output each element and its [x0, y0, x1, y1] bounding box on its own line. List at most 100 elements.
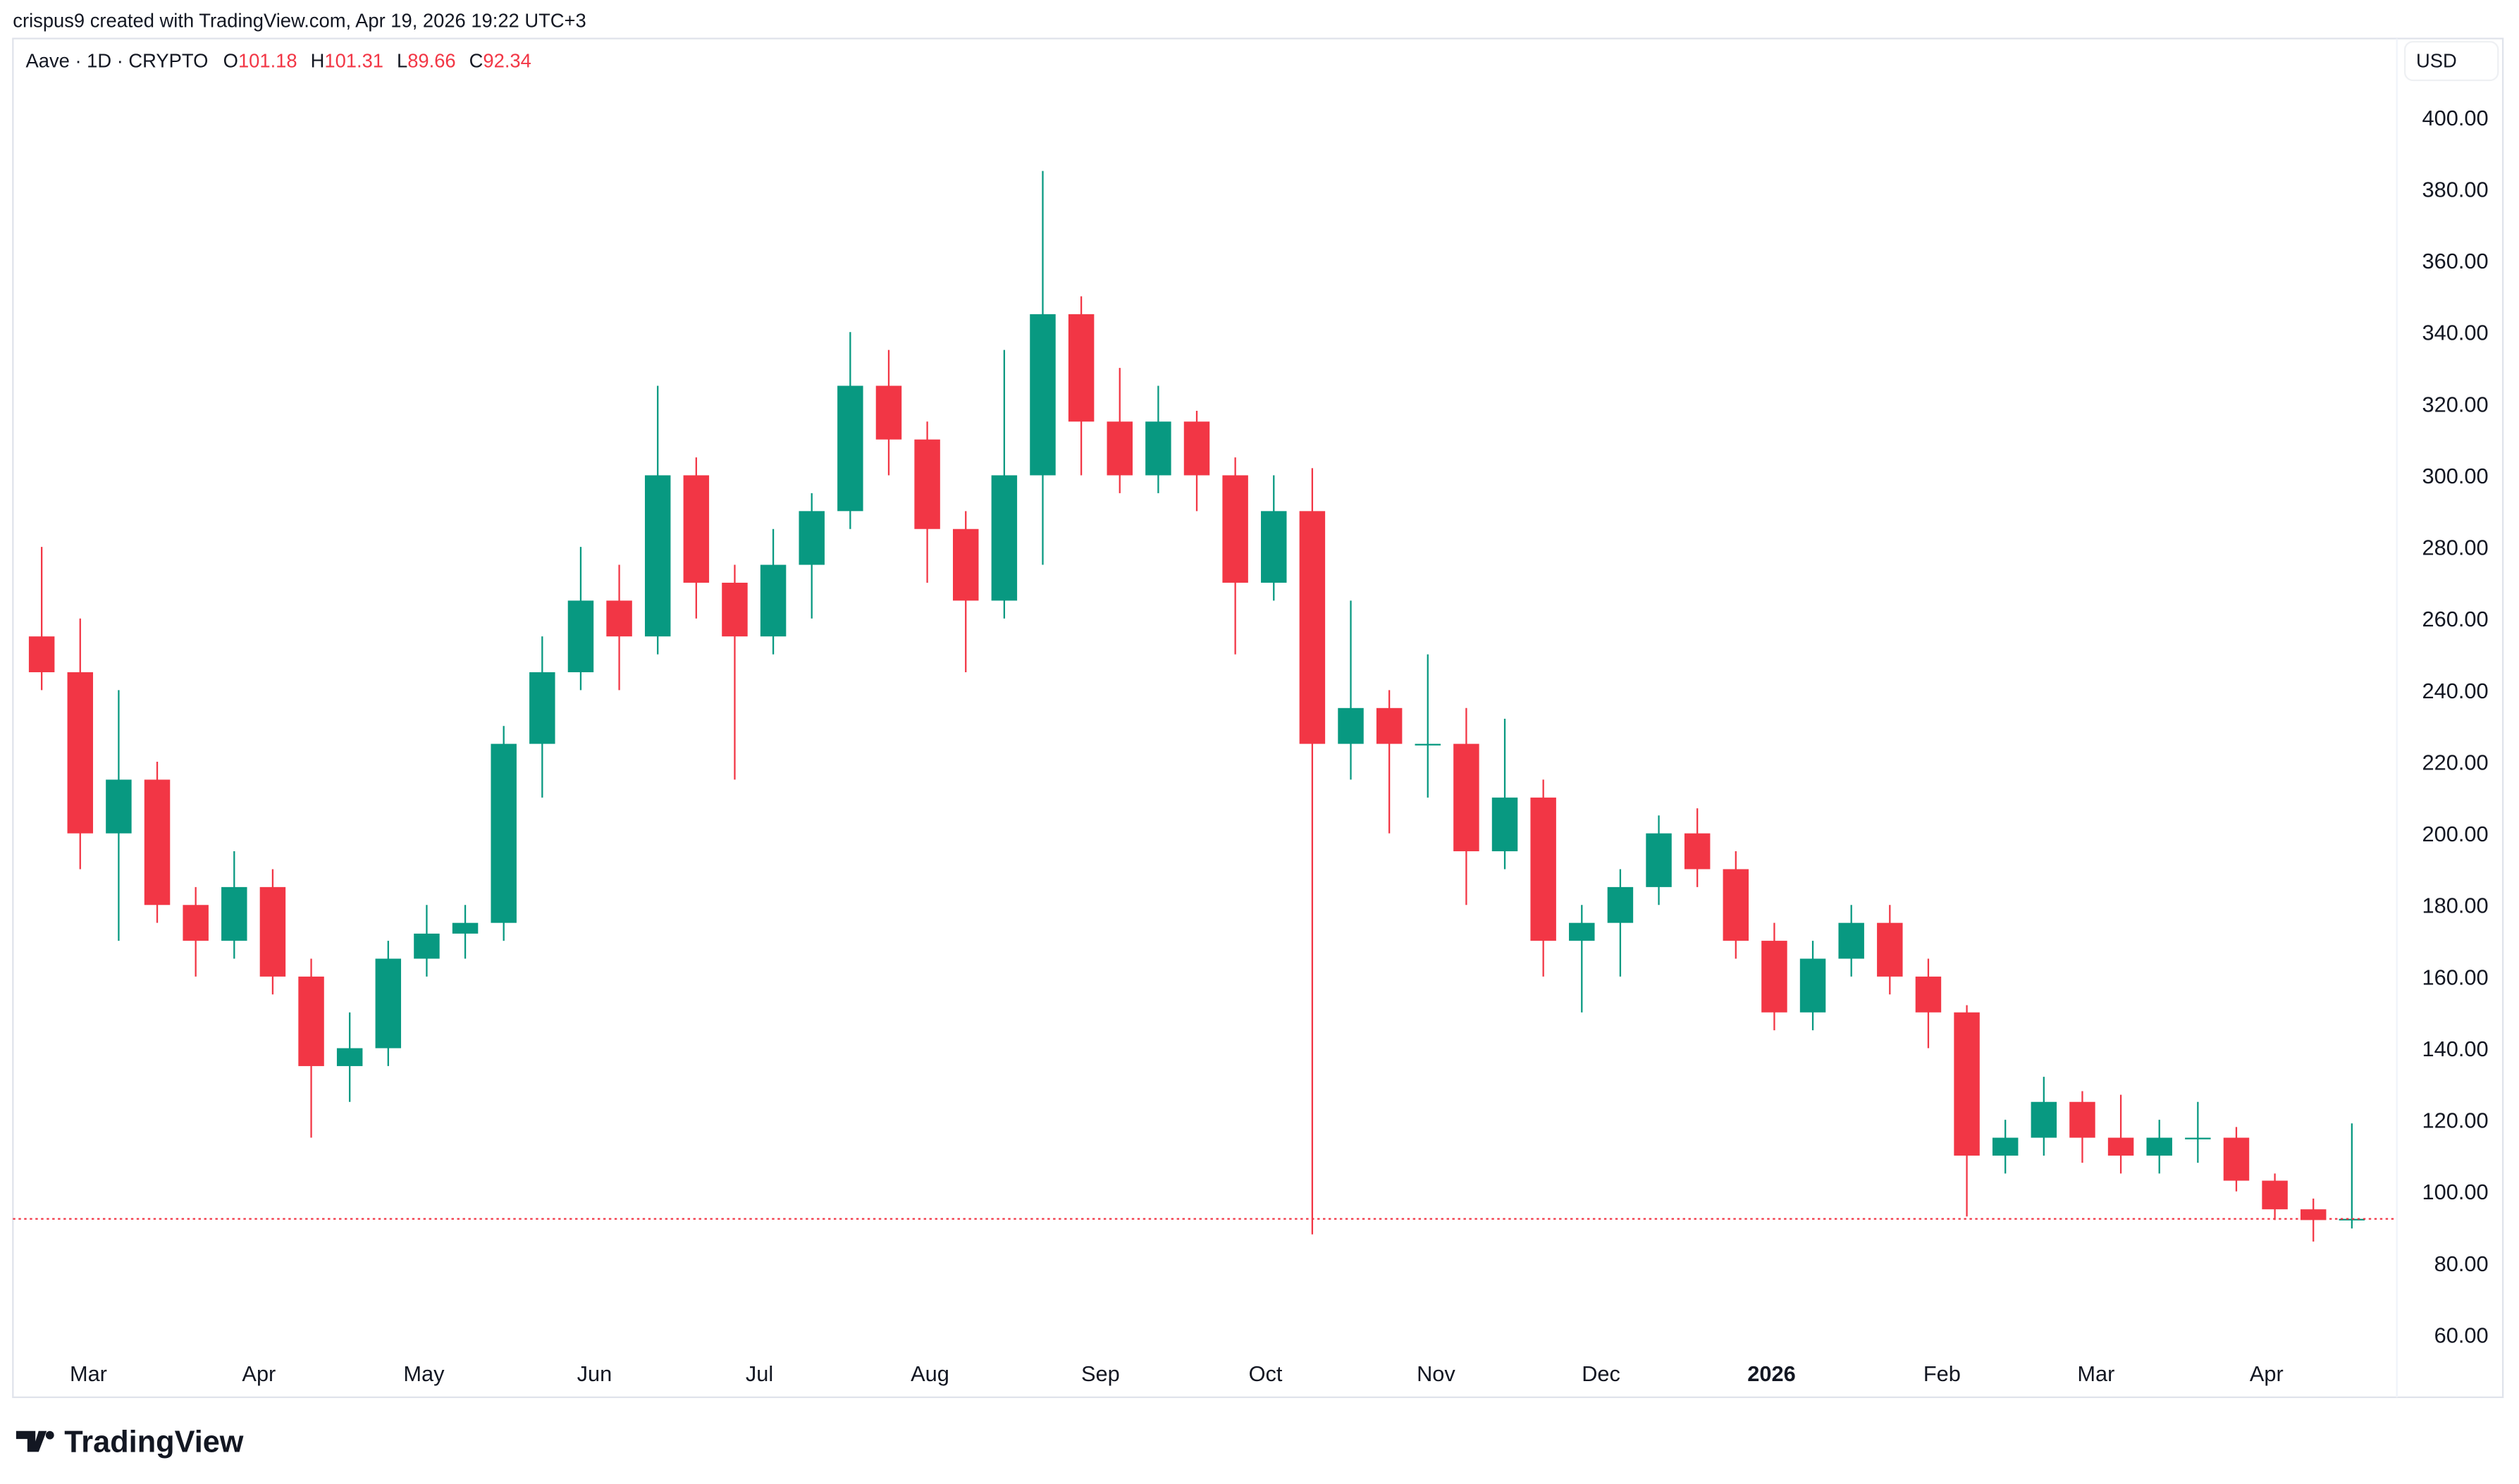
- price-tick-label: 240.00: [2422, 679, 2489, 703]
- candle: [259, 869, 286, 995]
- candle: [875, 350, 902, 476]
- candle: [952, 511, 979, 672]
- candle: [491, 726, 517, 941]
- legend: Aave · 1D · CRYPTO O101.18 H101.31 L89.6…: [26, 50, 531, 72]
- candle-body: [2107, 1137, 2134, 1156]
- open-value: 101.18: [238, 50, 297, 72]
- candle: [1530, 779, 1556, 977]
- candle-body: [298, 976, 324, 1066]
- price-tick-label: 300.00: [2422, 464, 2489, 488]
- time-tick-label: Mar: [70, 1361, 107, 1386]
- candle: [2031, 1077, 2057, 1156]
- candle-body: [1068, 314, 1095, 422]
- currency-button[interactable]: USD: [2403, 41, 2499, 82]
- candle: [67, 618, 94, 870]
- candle: [2262, 1173, 2288, 1220]
- time-tick-label: Sep: [1081, 1361, 1120, 1386]
- candle-body: [336, 1048, 363, 1066]
- price-tick-label: 400.00: [2422, 106, 2489, 130]
- candle: [1569, 905, 1595, 1013]
- time-tick-label: Mar: [2077, 1361, 2114, 1386]
- candle: [991, 350, 1018, 619]
- candle: [1338, 600, 1364, 780]
- candle: [2339, 1123, 2365, 1229]
- candle: [1415, 654, 1441, 798]
- candle: [2107, 1094, 2134, 1174]
- candle: [914, 421, 940, 583]
- candle-body: [2300, 1209, 2327, 1220]
- time-tick-label: Oct: [1249, 1361, 1283, 1386]
- candle-body: [491, 743, 517, 923]
- candle: [1646, 815, 1672, 905]
- candle-body: [1107, 421, 1133, 476]
- candle-body: [452, 922, 479, 934]
- candle-body: [952, 528, 979, 601]
- candle: [837, 332, 863, 529]
- chart-frame: [12, 37, 2504, 1399]
- price-tick-label: 80.00: [2434, 1251, 2489, 1276]
- time-tick-label: Nov: [1417, 1361, 1455, 1386]
- candle: [1453, 707, 1479, 905]
- candle-body: [1684, 833, 1711, 870]
- candle-body: [1799, 958, 1826, 1013]
- candle: [2185, 1101, 2211, 1163]
- candle: [1992, 1120, 2019, 1174]
- time-tick-label: Feb: [1923, 1361, 1961, 1386]
- candle: [2069, 1091, 2095, 1163]
- time-tick-label: Jul: [746, 1361, 773, 1386]
- candle: [106, 690, 132, 941]
- candle: [1299, 468, 1326, 1235]
- candle-body: [2146, 1137, 2172, 1156]
- candle: [606, 564, 632, 691]
- currency-label: USD: [2416, 50, 2457, 72]
- candle: [1954, 1005, 1980, 1217]
- candle: [1222, 457, 1248, 655]
- candle: [336, 1012, 363, 1102]
- candle: [1107, 368, 1133, 493]
- candle: [2146, 1120, 2172, 1174]
- candle-body: [1646, 833, 1672, 887]
- tradingview-logo-icon: [16, 1430, 54, 1452]
- candle: [1491, 719, 1518, 870]
- price-tick-label: 340.00: [2422, 321, 2489, 345]
- candle-body: [914, 439, 940, 529]
- price-axis[interactable]: 400.00 380.00 360.00 340.00 320.00 300.00 280.…: [2422, 106, 2489, 1348]
- candle-body: [1183, 421, 1210, 476]
- time-tick-label: Aug: [911, 1361, 949, 1386]
- candle-body: [1761, 941, 1787, 1013]
- candle-body: [1491, 797, 1518, 852]
- candle: [2223, 1127, 2250, 1192]
- close-label: C: [469, 50, 484, 72]
- candle-body: [1222, 475, 1248, 583]
- candle-body: [1338, 707, 1364, 744]
- candle-body: [67, 672, 94, 834]
- candle: [183, 886, 209, 977]
- price-tick-label: 60.00: [2434, 1323, 2489, 1347]
- candle: [1877, 905, 1903, 995]
- candle: [760, 528, 787, 655]
- candle: [1799, 941, 1826, 1031]
- price-tick-label: 100.00: [2422, 1180, 2489, 1204]
- candle-body: [1607, 886, 1634, 923]
- low-value: 89.66: [407, 50, 455, 72]
- price-tick-label: 320.00: [2422, 392, 2489, 416]
- candle-body: [1145, 421, 1171, 476]
- candle-body: [1569, 922, 1595, 941]
- candle-body: [259, 886, 286, 977]
- candle-body: [2262, 1180, 2288, 1210]
- time-axis[interactable]: Mar Apr May Jun Jul Aug Sep Oct Nov Dec 2026 Feb Mar…: [70, 1361, 2284, 1386]
- time-tick-label: Apr: [242, 1361, 276, 1386]
- candle: [144, 762, 171, 923]
- candle: [2300, 1198, 2327, 1242]
- logo-text: TradingView: [64, 1425, 244, 1459]
- candle: [722, 564, 748, 780]
- tradingview-logo[interactable]: TradingView: [16, 1425, 244, 1459]
- high-value: 101.31: [324, 50, 383, 72]
- candle-body: [991, 475, 1018, 601]
- candle-body: [2339, 1218, 2365, 1220]
- symbol-label: Aave · 1D · CRYPTO: [26, 50, 209, 72]
- candle: [28, 547, 55, 691]
- candle-body: [221, 886, 247, 941]
- candle-body: [1453, 743, 1479, 852]
- open-label: O: [223, 50, 238, 72]
